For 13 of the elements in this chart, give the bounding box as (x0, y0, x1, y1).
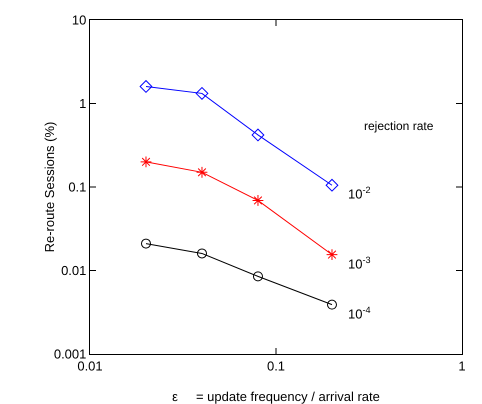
y-tick-label: 1 (79, 96, 86, 112)
series-label: 10$^{-3}$ (348, 255, 371, 272)
y-tick-label: 10 (72, 12, 86, 28)
y-axis-title: Re-route Sessions (%) (42, 122, 57, 252)
x-tick-label: 0.1 (266, 358, 286, 374)
y-tick-label: 0.1 (68, 180, 86, 195)
legend-title: rejection rate (364, 119, 434, 133)
x-axis-title: ε = update frequency / arrival rate (172, 389, 380, 404)
x-tick-label: 1 (458, 358, 466, 374)
series-label: 10$^{-2}$ (348, 185, 371, 202)
y-tick-label: 0.001 (54, 346, 86, 362)
series-label: 10$^{-4}$ (348, 305, 371, 322)
y-tick-label: 0.01 (61, 263, 86, 278)
